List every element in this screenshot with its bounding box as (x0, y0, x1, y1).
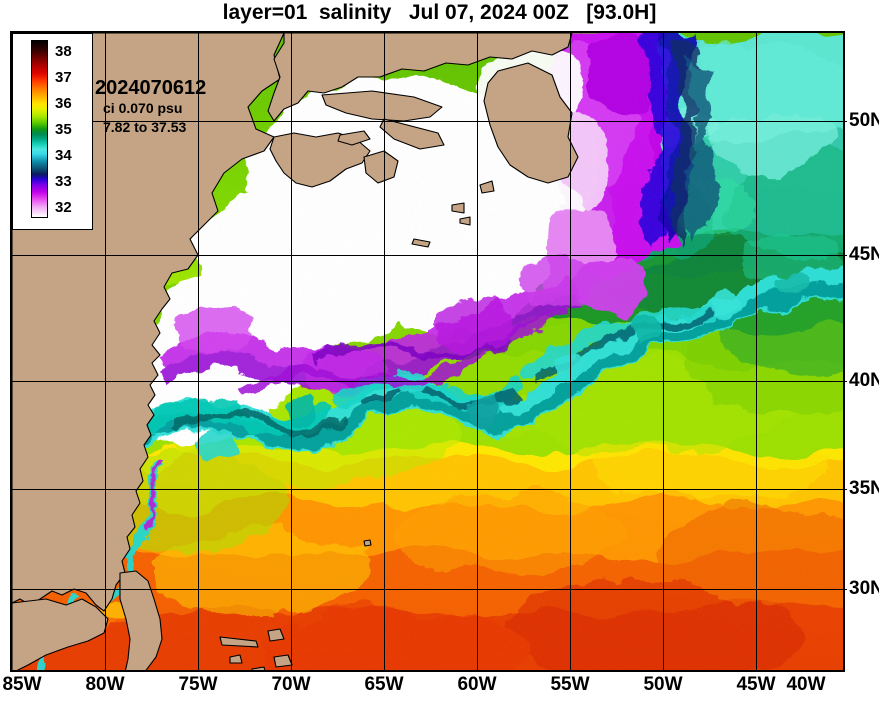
map-plot-area[interactable]: 38 37 36 35 34 33 32 2024070612 ci 0.070… (10, 31, 845, 672)
y-tick-30N: 30N (849, 578, 879, 599)
y-tick-35N: 35N (849, 478, 879, 499)
colorbar-tick-32: 32 (55, 199, 72, 216)
bahamas-islets (219, 628, 293, 670)
x-tick-50W: 50W (643, 674, 683, 695)
colorbar-tick-36: 36 (55, 95, 72, 112)
x-tick-80W: 80W (85, 674, 125, 695)
colorbar-legend-panel: 38 37 36 35 34 33 32 (12, 33, 93, 230)
colorbar-tick-37: 37 (55, 69, 72, 86)
run-annotation: 2024070612 ci 0.070 psu 7.82 to 37.53 (95, 77, 206, 137)
colorbar-tick-38: 38 (55, 43, 72, 60)
data-range-text: 7.82 to 37.53 (103, 119, 187, 135)
x-tick-45W: 45W (736, 674, 776, 695)
contour-interval-text: ci 0.070 psu (103, 100, 183, 116)
model-run-datestamp: 2024070612 (95, 77, 207, 99)
colorbar-tick-34: 34 (55, 147, 72, 164)
x-tick-60W: 60W (457, 674, 497, 695)
x-tick-65W: 65W (364, 674, 404, 695)
figure-title: layer=01 salinity Jul 07, 2024 00Z [93.0… (222, 1, 657, 24)
colorbar-tick-35: 35 (55, 121, 72, 138)
colorbar-tick-33: 33 (55, 173, 72, 190)
x-tick-75W: 75W (178, 674, 218, 695)
salinity-field (12, 33, 843, 670)
y-tick-45N: 45N (849, 244, 879, 265)
x-tick-40W: 40W (786, 674, 826, 695)
x-tick-55W: 55W (550, 674, 590, 695)
colorbar-tick-labels: 38 37 36 35 34 33 32 (53, 34, 94, 231)
colorbar-gradient (31, 40, 48, 218)
y-tick-50N: 50N (849, 110, 879, 131)
x-tick-85W: 85W (2, 674, 42, 695)
y-tick-40N: 40N (849, 370, 879, 391)
x-tick-70W: 70W (271, 674, 311, 695)
